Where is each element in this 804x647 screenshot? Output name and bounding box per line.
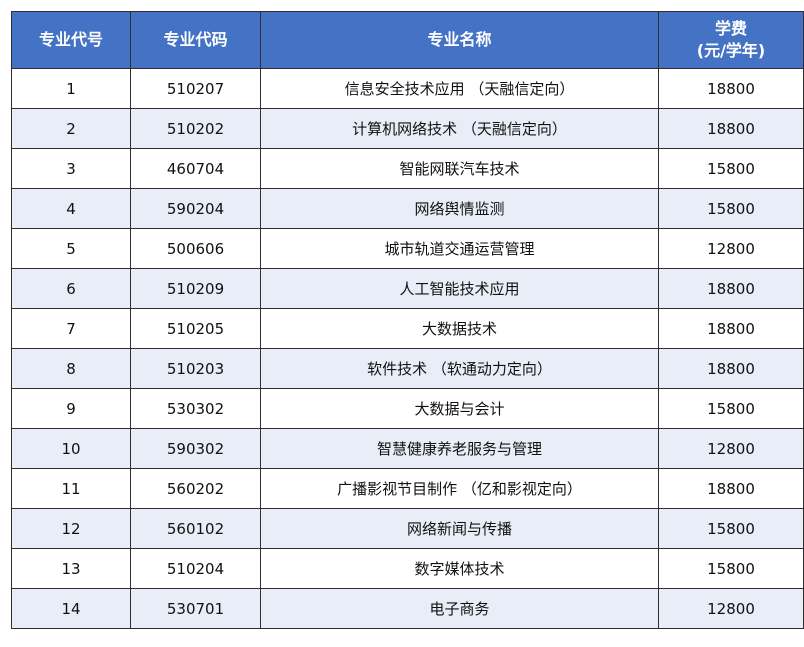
cell-major-name: 智慧健康养老服务与管理 — [260, 428, 659, 469]
cell-code-no: 1 — [11, 68, 131, 109]
table-row: 9 530302 大数据与会计 15800 — [11, 388, 804, 429]
cell-major-code: 460704 — [130, 148, 261, 189]
tuition-table-container: 专业代号 专业代码 专业名称 学费 (元/学年) 1 510207 信息安全技术应用… — [11, 11, 804, 629]
cell-tuition: 15800 — [658, 148, 804, 189]
header-major-name: 专业名称 — [260, 11, 659, 69]
header-tuition-line1: 学费 — [714, 19, 747, 38]
cell-major-code: 590204 — [130, 188, 261, 229]
table-row: 13 510204 数字媒体技术 15800 — [11, 548, 804, 589]
cell-major-name: 数字媒体技术 — [260, 548, 659, 589]
table-row: 8 510203 软件技术 （软通动力定向） 18800 — [11, 348, 804, 389]
cell-tuition: 18800 — [658, 68, 804, 109]
table-row: 1 510207 信息安全技术应用 （天融信定向） 18800 — [11, 68, 804, 109]
cell-code-no: 2 — [11, 108, 131, 149]
cell-code-no: 5 — [11, 228, 131, 269]
cell-tuition: 18800 — [658, 348, 804, 389]
header-code-no: 专业代号 — [11, 11, 131, 69]
cell-code-no: 8 — [11, 348, 131, 389]
header-row: 专业代号 专业代码 专业名称 学费 (元/学年) — [11, 11, 804, 69]
cell-code-no: 3 — [11, 148, 131, 189]
cell-major-code: 590302 — [130, 428, 261, 469]
cell-major-name: 大数据与会计 — [260, 388, 659, 429]
table-row: 10 590302 智慧健康养老服务与管理 12800 — [11, 428, 804, 469]
cell-major-code: 510202 — [130, 108, 261, 149]
cell-code-no: 4 — [11, 188, 131, 229]
cell-major-code: 530302 — [130, 388, 261, 429]
cell-code-no: 9 — [11, 388, 131, 429]
table-row: 6 510209 人工智能技术应用 18800 — [11, 268, 804, 309]
table-row: 11 560202 广播影视节目制作 （亿和影视定向） 18800 — [11, 468, 804, 509]
table-header: 专业代号 专业代码 专业名称 学费 (元/学年) — [11, 11, 804, 69]
cell-major-code: 510204 — [130, 548, 261, 589]
table-row: 7 510205 大数据技术 18800 — [11, 308, 804, 349]
cell-major-name: 智能网联汽车技术 — [260, 148, 659, 189]
cell-code-no: 13 — [11, 548, 131, 589]
cell-major-name: 网络新闻与传播 — [260, 508, 659, 549]
cell-major-name: 广播影视节目制作 （亿和影视定向） — [260, 468, 659, 509]
cell-major-code: 560202 — [130, 468, 261, 509]
table-row: 4 590204 网络舆情监测 15800 — [11, 188, 804, 229]
cell-major-name: 城市轨道交通运营管理 — [260, 228, 659, 269]
cell-tuition: 12800 — [658, 588, 804, 629]
cell-major-code: 510209 — [130, 268, 261, 309]
cell-tuition: 12800 — [658, 428, 804, 469]
cell-major-name: 电子商务 — [260, 588, 659, 629]
cell-major-name: 网络舆情监测 — [260, 188, 659, 229]
cell-major-code: 560102 — [130, 508, 261, 549]
cell-major-name: 软件技术 （软通动力定向） — [260, 348, 659, 389]
table-body: 1 510207 信息安全技术应用 （天融信定向） 18800 2 510202 计算机网络… — [11, 68, 804, 629]
cell-major-name: 计算机网络技术 （天融信定向） — [260, 108, 659, 149]
cell-tuition: 18800 — [658, 108, 804, 149]
table-row: 14 530701 电子商务 12800 — [11, 588, 804, 629]
cell-tuition: 12800 — [658, 228, 804, 269]
cell-tuition: 15800 — [658, 508, 804, 549]
cell-code-no: 14 — [11, 588, 131, 629]
table-row: 5 500606 城市轨道交通运营管理 12800 — [11, 228, 804, 269]
header-tuition: 学费 (元/学年) — [658, 11, 804, 69]
cell-tuition: 15800 — [658, 188, 804, 229]
cell-major-code: 510203 — [130, 348, 261, 389]
cell-code-no: 10 — [11, 428, 131, 469]
cell-major-code: 530701 — [130, 588, 261, 629]
header-tuition-line2: (元/学年) — [696, 41, 766, 60]
cell-tuition: 15800 — [658, 548, 804, 589]
table-row: 12 560102 网络新闻与传播 15800 — [11, 508, 804, 549]
cell-code-no: 12 — [11, 508, 131, 549]
cell-tuition: 18800 — [658, 268, 804, 309]
cell-major-code: 500606 — [130, 228, 261, 269]
cell-tuition: 15800 — [658, 388, 804, 429]
table-row: 3 460704 智能网联汽车技术 15800 — [11, 148, 804, 189]
cell-major-name: 大数据技术 — [260, 308, 659, 349]
cell-tuition: 18800 — [658, 308, 804, 349]
cell-code-no: 6 — [11, 268, 131, 309]
table-row: 2 510202 计算机网络技术 （天融信定向） 18800 — [11, 108, 804, 149]
header-major-code: 专业代码 — [130, 11, 261, 69]
cell-major-name: 人工智能技术应用 — [260, 268, 659, 309]
cell-tuition: 18800 — [658, 468, 804, 509]
cell-major-code: 510207 — [130, 68, 261, 109]
cell-major-name: 信息安全技术应用 （天融信定向） — [260, 68, 659, 109]
tuition-table: 专业代号 专业代码 专业名称 学费 (元/学年) 1 510207 信息安全技术应用… — [11, 11, 804, 629]
cell-code-no: 7 — [11, 308, 131, 349]
cell-major-code: 510205 — [130, 308, 261, 349]
cell-code-no: 11 — [11, 468, 131, 509]
